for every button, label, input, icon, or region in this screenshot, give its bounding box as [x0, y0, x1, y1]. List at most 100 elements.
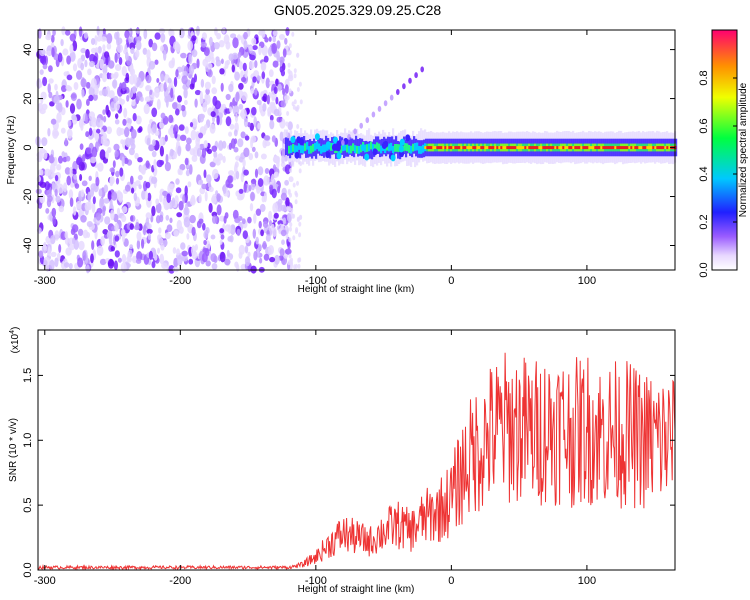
spectrogram-noise-dot: [148, 144, 155, 152]
spectrogram-noise-dot: [222, 155, 226, 164]
spectrogram-noise-dot: [46, 189, 52, 198]
signal-center: [404, 143, 407, 151]
spectrogram-noise-dot: [269, 219, 272, 227]
spectrogram-noise-dot: [112, 160, 116, 169]
spectrogram-noise-dot: [298, 81, 302, 87]
spectrogram-noise-dot: [191, 245, 196, 257]
signal-halo: [282, 131, 285, 164]
spectrogram-noise-dot: [255, 236, 259, 245]
spectrogram-noise-dot: [118, 57, 123, 65]
spectrogram-noise-dot: [163, 81, 167, 92]
spectrogram-noise-dot: [204, 191, 208, 202]
spectrogram-noise-dot: [86, 147, 92, 155]
spectrogram-noise-dot: [114, 64, 122, 71]
spectrogram-noise-dot: [65, 100, 69, 108]
signal-center: [314, 142, 317, 151]
signal-peak: [592, 146, 595, 150]
spectrogram-noise-dot: [291, 31, 295, 37]
signal-peak: [520, 146, 523, 150]
spectrogram-noise-dot: [228, 53, 234, 61]
spectrogram-noise-dot: [206, 174, 212, 184]
spectrogram-noise-dot: [115, 177, 120, 185]
spectrogram-noise-dot: [207, 148, 212, 155]
spectrogram-noise-dot: [243, 40, 248, 50]
spectrogram-noise-dot: [203, 124, 208, 131]
spectrogram-noise-dot: [176, 219, 182, 231]
spectrogram-noise-dot: [284, 179, 289, 186]
spectrogram-noise-dot: [63, 71, 69, 77]
spectrogram-noise-dot: [102, 229, 109, 235]
spectrogram-noise-dot: [125, 72, 130, 82]
signal-peak: [522, 146, 525, 150]
spectrogram-noise-dot: [113, 143, 120, 151]
spectrogram-noise-dot: [111, 191, 118, 201]
signal-peak: [466, 146, 469, 150]
signal-peak: [434, 146, 437, 150]
signal-peak: [634, 146, 637, 150]
spectrogram-noise-dot: [109, 176, 115, 185]
signal-blob: [335, 144, 341, 152]
spectrogram-noise-dot: [53, 95, 60, 105]
spectrogram-noise-dot: [284, 84, 289, 94]
spectrogram-noise-dot: [133, 192, 137, 202]
spectrogram-noise-dot: [268, 210, 273, 221]
spectrogram-noise-dot: [249, 203, 254, 212]
signal-peak: [526, 146, 529, 150]
signal-blob: [336, 152, 342, 160]
spectrogram-noise-dot: [113, 213, 119, 223]
spectrogram-noise-dot: [79, 174, 83, 181]
spectrogram-noise-dot: [232, 37, 239, 49]
spectrogram-noise-dot: [147, 233, 152, 240]
spectrogram-noise-dot: [208, 202, 213, 213]
signal-center: [414, 143, 417, 151]
spectrogram-noise-dot: [238, 61, 243, 70]
spectrogram-noise-dot: [173, 41, 180, 51]
spectrogram-noise-dot: [40, 96, 44, 104]
spectrogram-noise-dot: [205, 227, 210, 234]
spectrogram-noise-dot: [108, 90, 115, 99]
spectrogram-noise-dot: [219, 228, 225, 234]
signal-center: [340, 145, 343, 154]
x-tick-label: 0: [448, 275, 454, 287]
spectrogram-noise-dot: [244, 256, 251, 267]
spectrogram-noise-dot: [76, 98, 82, 110]
spectrogram-noise-dot: [37, 150, 44, 161]
spectrogram-noise-dot: [285, 225, 288, 231]
colorbar-label: Normalized spectral amplitude: [738, 82, 749, 217]
spectrogram-noise-dot: [51, 47, 55, 58]
spectrogram-noise-dot: [67, 128, 73, 139]
spectrogram-noise-dot: [264, 141, 271, 147]
spectrogram-noise-dot: [110, 209, 115, 221]
spectrogram-noise-dot: [120, 139, 125, 145]
spectrogram-noise-dot: [147, 123, 152, 135]
spectrogram-noise-dot: [204, 81, 211, 90]
spectrogram-noise-dot: [296, 124, 300, 129]
spectrogram-noise-dot: [61, 151, 66, 158]
spectrogram-noise-dot: [257, 178, 264, 187]
x-tick-label: -200: [169, 275, 191, 287]
spectrogram-noise-dot: [298, 168, 302, 174]
spectrogram-noise-dot: [285, 248, 292, 255]
signal-streak: [414, 72, 418, 79]
signal-peak: [458, 146, 461, 150]
spectrogram-noise-dot: [70, 92, 77, 102]
signal-streak: [389, 94, 394, 101]
spectrogram-noise-dot: [50, 235, 56, 245]
spectrogram-noise-dot: [88, 86, 95, 97]
signal-peak: [620, 146, 623, 150]
spectrogram-noise-dot: [171, 57, 175, 66]
signal-peak: [488, 146, 491, 150]
spectrogram-noise-dot: [121, 156, 125, 167]
spectrogram-noise-dot: [60, 127, 66, 134]
spectrogram-noise-dot: [186, 137, 192, 145]
spectrogram-noise-dot: [256, 99, 262, 106]
spectrogram-noise-dot: [104, 216, 111, 225]
spectrogram-noise-dot: [100, 135, 107, 146]
signal-peak: [630, 146, 633, 150]
spectrogram-noise-dot: [163, 50, 167, 61]
spectrogram-noise-dot: [176, 248, 180, 256]
spectrogram-noise-dot: [177, 145, 182, 157]
spectrogram-noise-dot: [183, 88, 188, 99]
spectrogram-noise-dot: [272, 30, 278, 36]
spectrogram-noise-dot: [189, 164, 193, 175]
